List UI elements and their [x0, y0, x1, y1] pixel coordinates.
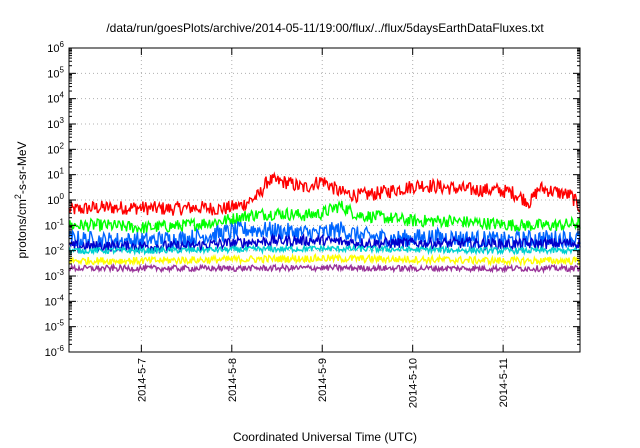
series-line-5 — [68, 243, 581, 256]
y-tick-label: 10-1 — [45, 217, 65, 232]
series-line-3 — [68, 221, 581, 251]
x-tick-label: 2014-5-10 — [408, 358, 420, 408]
y-axis-label-base: protons/cm — [15, 199, 29, 258]
y-tick-label: 106 — [47, 40, 64, 55]
x-tick-label: 2014-5-7 — [136, 358, 148, 402]
chart-title: /data/run/goesPlots/archive/2014-05-11/1… — [106, 21, 544, 35]
x-tick-label: 2014-5-11 — [498, 358, 510, 407]
y-tick-label: 105 — [47, 65, 64, 80]
x-axis-label: Coordinated Universal Time (UTC) — [233, 430, 417, 444]
x-tick-label: 2014-5-9 — [317, 358, 329, 402]
y-axis-label-sup: 2 — [13, 194, 23, 199]
y-tick-label: 100 — [47, 192, 64, 207]
y-tick-label: 102 — [47, 141, 64, 156]
series-group — [68, 171, 581, 275]
series-line-1 — [68, 171, 581, 216]
y-tick-label: 10-4 — [45, 293, 65, 308]
axis-ticks — [69, 47, 580, 353]
y-axis-label: protons/cm2-s-sr-MeV — [13, 141, 29, 258]
y-tick-label: 104 — [47, 91, 64, 106]
y-axis-label-rest: -s-sr-MeV — [15, 141, 29, 194]
y-tick-label: 10-3 — [45, 268, 65, 283]
x-tick-label: 2014-5-8 — [227, 358, 239, 402]
grid-lines — [69, 48, 580, 352]
y-tick-label: 10-2 — [45, 243, 65, 258]
y-tick-label: 10-6 — [45, 344, 65, 359]
series-line-6 — [68, 252, 581, 268]
x-tick-labels: 2014-5-7 2014-5-8 2014-5-9 2014-5-10 2014-5-… — [136, 358, 510, 408]
y-tick-label: 101 — [47, 167, 64, 182]
series-line-7 — [69, 262, 581, 275]
y-tick-label: 10-5 — [45, 319, 65, 334]
y-tick-label: 103 — [47, 116, 64, 131]
series-line-2 — [68, 200, 581, 234]
y-tick-labels: 106 105 104 103 102 101 100 10-1 10-2 10-3 10-4 10-… — [45, 40, 65, 359]
